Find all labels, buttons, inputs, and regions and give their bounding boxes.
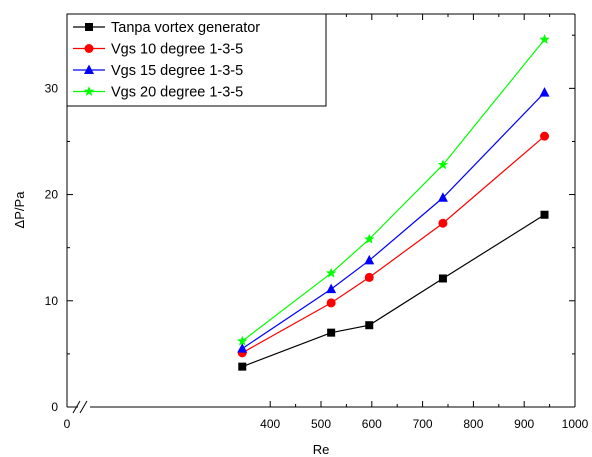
circle-marker xyxy=(84,44,94,53)
triangle-marker xyxy=(237,343,248,353)
star-marker xyxy=(83,86,95,96)
series-4 xyxy=(237,33,550,346)
star-marker xyxy=(364,233,375,244)
circle-marker xyxy=(364,272,374,282)
y-axis-title: ΔP/Pa xyxy=(12,191,27,229)
x-tick-label: 800 xyxy=(463,417,483,431)
x-tick-label: 600 xyxy=(362,417,382,431)
square-marker xyxy=(365,321,374,330)
circle-marker xyxy=(326,298,336,308)
x-tick-label: 0 xyxy=(64,417,71,431)
star-marker xyxy=(539,33,550,44)
x-axis-title: Re xyxy=(313,442,330,457)
star-marker xyxy=(437,159,449,170)
triangle-marker xyxy=(364,254,375,265)
y-tick-label: 0 xyxy=(51,400,58,414)
square-marker xyxy=(238,362,247,371)
star-marker xyxy=(325,267,337,278)
square-marker xyxy=(85,23,93,31)
y-tick-label: 30 xyxy=(45,81,59,95)
legend-label: Vgs 15 degree 1-3-5 xyxy=(111,63,243,79)
legend: Tanpa vortex generator Vgs 10 degree 1-3-… xyxy=(66,13,327,107)
star-marker xyxy=(237,335,248,346)
x-tick-label: 900 xyxy=(514,417,534,431)
legend-box xyxy=(66,13,327,107)
series-3 xyxy=(237,87,550,353)
series-layer xyxy=(237,33,550,371)
circle-marker xyxy=(438,218,448,228)
square-marker xyxy=(540,210,549,219)
legend-label: Vgs 20 degree 1-3-5 xyxy=(111,85,243,101)
legend-item: Vgs 20 degree 1-3-5 xyxy=(73,85,243,101)
legend-label: Vgs 10 degree 1-3-5 xyxy=(111,42,243,58)
x-tick-label: 500 xyxy=(311,417,331,431)
square-marker xyxy=(438,274,447,283)
series-2 xyxy=(237,131,550,358)
triangle-marker xyxy=(326,283,337,294)
triangle-marker xyxy=(84,64,94,74)
series-line xyxy=(241,135,545,354)
y-tick-label: 20 xyxy=(45,188,59,202)
triangle-marker xyxy=(539,87,550,97)
ticks: 0 400 500 600 700 800 900 1000 0 10 20 30 xyxy=(45,14,589,431)
legend-item: Tanpa vortex generator xyxy=(73,20,260,36)
x-tick-label: 700 xyxy=(413,417,433,431)
triangle-marker xyxy=(437,192,448,202)
series-1 xyxy=(238,210,549,371)
legend-label: Tanpa vortex generator xyxy=(111,20,260,36)
legend-item: Vgs 10 degree 1-3-5 xyxy=(73,42,243,58)
circle-marker xyxy=(540,131,550,141)
axis-break-icon xyxy=(72,400,88,414)
square-marker xyxy=(327,328,336,337)
legend-item: Vgs 15 degree 1-3-5 xyxy=(73,63,243,79)
y-tick-label: 10 xyxy=(45,294,59,308)
series-line xyxy=(242,214,545,368)
x-tick-label: 1000 xyxy=(562,417,589,431)
x-tick-label: 400 xyxy=(260,417,280,431)
